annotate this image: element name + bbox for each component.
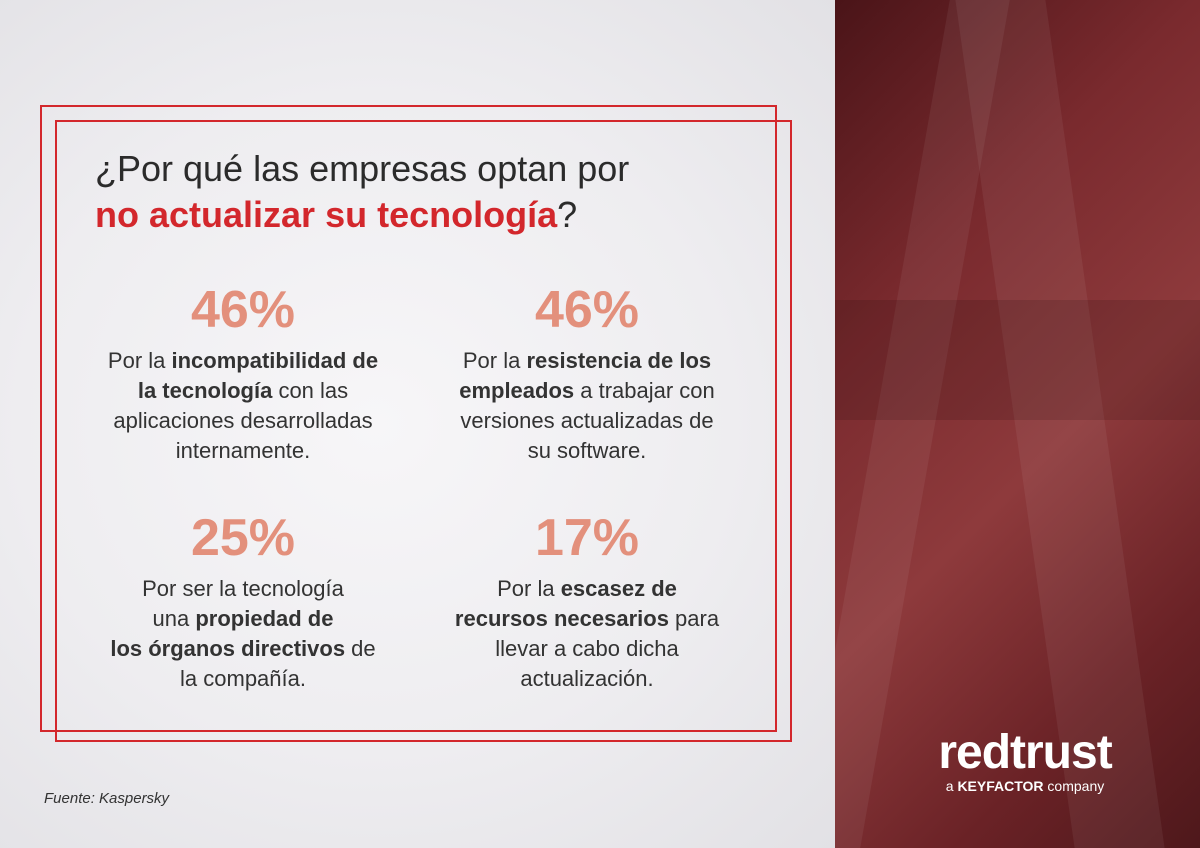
stat-value: 46%: [534, 281, 640, 339]
source: Fuente: Kaspersky: [44, 790, 170, 807]
text-line: llevar a cabo dicha: [417, 634, 757, 664]
stat-text: Por la resistencia de los empleados a tra…: [417, 346, 757, 466]
stat: 46% Por la resistencia de los empleados a …: [417, 280, 757, 466]
text: actualización.: [520, 666, 654, 691]
text: aplicaciones desarrolladas: [113, 408, 373, 433]
text: llevar a cabo dicha: [495, 636, 679, 661]
text-line: su software.: [417, 436, 757, 466]
text-line: Por la resistencia de los: [417, 346, 757, 376]
text-line: Por la incompatibilidad de: [73, 346, 413, 376]
text-line: versiones actualizadas de: [417, 406, 757, 436]
title-highlight: no actualizar su tecnología: [95, 194, 558, 235]
text-line: actualización.: [417, 664, 757, 694]
text-line: Por ser la tecnología: [73, 574, 413, 604]
bold-text: propiedad de: [195, 606, 334, 631]
text-line: internamente.: [73, 436, 413, 466]
bold-text: incompatibilidad de: [171, 348, 379, 373]
text: con las: [272, 378, 349, 403]
stat-value: 17%: [534, 509, 640, 567]
text-line: una propiedad de: [73, 604, 413, 634]
text: a trabajar con: [574, 378, 715, 403]
logo: redtrust a KEYFACTOR company: [905, 726, 1145, 795]
text: Por la: [462, 348, 527, 373]
bold-text: empleados: [459, 378, 575, 403]
title: no actualizar su tecnología?: [95, 194, 577, 236]
text: Por la: [497, 576, 561, 601]
text: internamente.: [175, 438, 311, 463]
bold-text: recursos necesarios: [454, 606, 669, 631]
stat-text: Por ser la tecnología una propiedad de los…: [73, 574, 413, 694]
stat-text: Por la incompatibilidad de la tecnología …: [73, 346, 413, 466]
text: su software.: [527, 438, 647, 463]
decor: [955, 0, 1165, 848]
bold-text: escasez de: [560, 576, 677, 601]
logo-tagline: a KEYFACTOR company: [905, 778, 1145, 794]
logo-suffix: company: [1043, 778, 1105, 794]
logo-company: KEYFACTOR: [957, 778, 1044, 794]
text: versiones actualizadas de: [460, 408, 714, 433]
text-line: recursos necesarios para: [417, 604, 757, 634]
text-line: la compañía.: [73, 664, 413, 694]
stat: 17% Por la escasez de recursos necesarios …: [417, 508, 757, 694]
title-end: ?: [557, 194, 578, 235]
stat: 46% Por la incompatibilidad de la tecnolog…: [73, 280, 413, 466]
text-line: los órganos directivos de: [73, 634, 413, 664]
image-panel: [835, 0, 1200, 848]
bold-text: los órganos directivos: [110, 636, 346, 661]
frame: [55, 120, 792, 742]
bold-text: resistencia de los: [526, 348, 712, 373]
text: Por ser la tecnología: [142, 576, 344, 601]
frame: [40, 105, 777, 732]
text-line: aplicaciones desarrolladas: [73, 406, 413, 436]
stat-value: 25%: [190, 509, 296, 567]
text-line: empleados a trabajar con: [417, 376, 757, 406]
text: una: [152, 606, 196, 631]
bold-text: la tecnología: [137, 378, 273, 403]
text: para: [668, 606, 720, 631]
title: ¿Por qué las empresas optan por: [95, 148, 630, 189]
logo-name: redtrust: [938, 726, 1112, 779]
text: Por la: [107, 348, 172, 373]
stat-text: Por la escasez de recursos necesarios par…: [417, 574, 757, 694]
stat-value: 46%: [190, 281, 296, 339]
decor: [835, 300, 1200, 420]
text-line: Por la escasez de: [417, 574, 757, 604]
text: la compañía.: [180, 666, 306, 691]
stat: 25% Por ser la tecnología una propiedad de…: [73, 508, 413, 694]
logo-prefix: a: [945, 778, 958, 794]
background-panel: [0, 0, 835, 848]
text: de: [345, 636, 376, 661]
text-line: la tecnología con las: [73, 376, 413, 406]
